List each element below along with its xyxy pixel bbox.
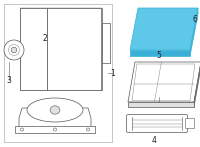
Bar (20, 8, 47, 90)
Polygon shape (128, 62, 200, 102)
Circle shape (21, 128, 24, 131)
Polygon shape (130, 8, 198, 50)
Polygon shape (130, 50, 190, 56)
Polygon shape (190, 8, 198, 56)
Text: 3: 3 (7, 76, 11, 85)
Circle shape (11, 47, 17, 53)
Circle shape (86, 128, 90, 131)
Text: 4: 4 (152, 136, 156, 145)
Polygon shape (194, 62, 200, 107)
Ellipse shape (50, 106, 60, 114)
Polygon shape (15, 126, 95, 133)
Ellipse shape (27, 98, 83, 122)
Circle shape (54, 128, 57, 131)
Bar (47, 8, 101, 90)
Text: 1: 1 (111, 69, 115, 78)
Bar (4, 4, 112, 142)
Bar (20, 8, 102, 90)
Polygon shape (128, 102, 194, 107)
Polygon shape (19, 108, 91, 128)
FancyBboxPatch shape (127, 115, 188, 132)
Circle shape (4, 40, 24, 60)
Text: 5: 5 (157, 51, 161, 60)
Bar (102, 23, 110, 63)
Text: 2: 2 (43, 34, 47, 44)
Text: 6: 6 (193, 15, 197, 24)
FancyBboxPatch shape (186, 118, 194, 128)
